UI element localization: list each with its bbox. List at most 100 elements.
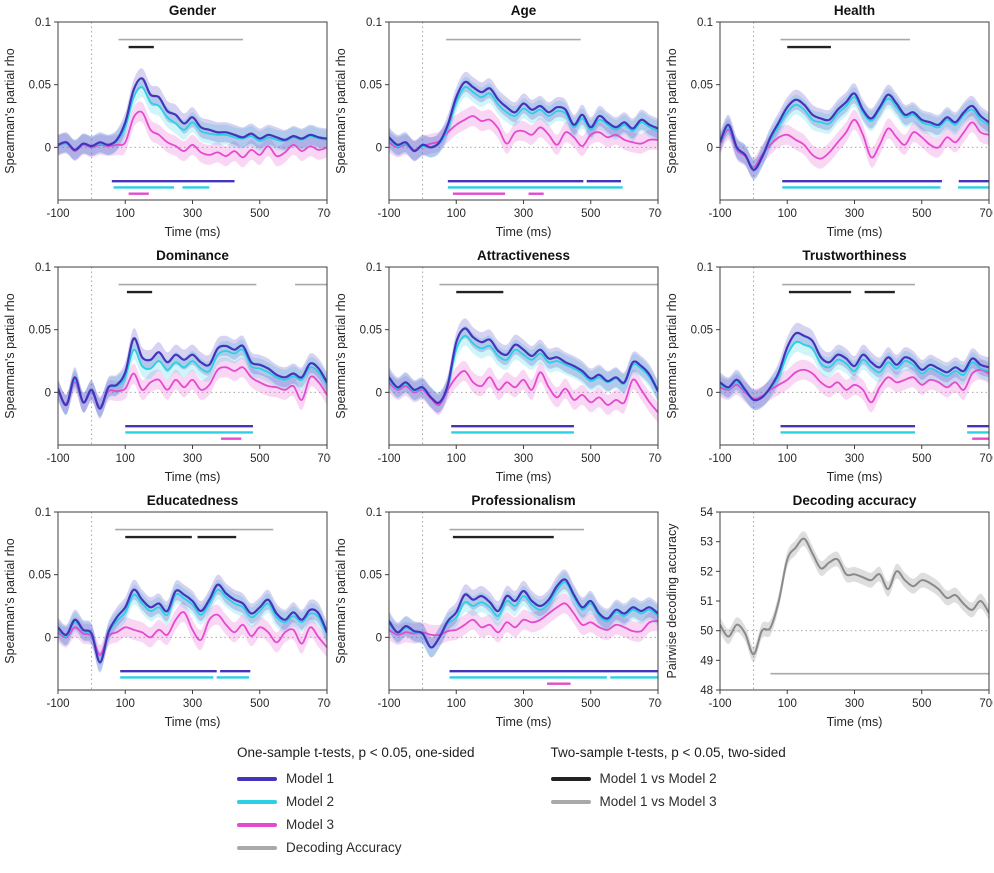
plot-area [389,318,658,423]
y-tick-label: 0.05 [29,325,51,337]
legend-two-sample-items: Model 1 vs Model 2 Model 1 vs Model 3 [550,767,786,813]
chart-svg-decoding-accuracy: -100 100 300 500 700 48 49 50 51 52 53 54 Decoding a… [665,493,994,729]
legend-label: Model 2 [286,794,335,809]
x-tick-label: 300 [514,208,533,220]
x-tick-label: -100 [46,208,69,220]
x-tick-label: 100 [447,698,466,710]
x-axis-label: Time (ms) [496,715,552,729]
x-tick-label: 500 [581,208,600,220]
x-tick-label: 500 [912,698,931,710]
plot-area [389,569,658,658]
line-model-1 [389,327,658,404]
x-axis-label: Time (ms) [827,470,883,484]
legend-item-model-2: Model 2 [237,790,475,813]
panel-attractiveness: -100 100 300 500 700 0 0.05 0.1 Attractiveness Ti… [331,245,668,490]
x-tick-label: -100 [46,453,69,465]
x-tick-label: 700 [979,698,993,710]
panel-title: Professionalism [471,493,575,508]
legend-item-model-1-vs-model-3: Model 1 vs Model 3 [550,790,786,813]
y-axis-label: Spearman's partial rho [665,293,679,418]
panel-title: Age [511,3,537,18]
chart-svg-age: -100 100 300 500 700 0 0.05 0.1 Age Time (ms) Spea… [334,3,668,239]
x-tick-label: 700 [648,208,662,220]
y-tick-label: 0.05 [29,570,51,582]
x-tick-label: 700 [317,698,331,710]
legend-swatch-model-1-vs-model-3 [550,799,591,804]
x-axis-label: Time (ms) [165,225,221,239]
x-tick-label: 100 [447,208,466,220]
x-axis-label: Time (ms) [827,225,883,239]
panel-title: Trustworthiness [802,248,906,263]
x-tick-label: 500 [250,453,269,465]
y-axis-label: Spearman's partial rho [334,48,348,173]
y-tick-label: 0 [376,142,382,154]
y-tick-label: 0.05 [691,325,713,337]
x-tick-label: 700 [317,208,331,220]
y-tick-label: 0.05 [29,80,51,92]
x-tick-label: 500 [581,698,600,710]
legend-swatch-model-3 [237,822,277,827]
band-model-3 [720,359,989,413]
legend-swatch-model-1-vs-model-2 [550,776,591,781]
line-model-3 [389,602,658,637]
x-tick-label: 500 [912,453,931,465]
chart-svg-health: -100 100 300 500 700 0 0.05 0.1 Health Time (ms) S… [665,3,994,239]
legend: One-sample t-tests, p < 0.05, one-sided … [237,745,994,859]
x-tick-label: 500 [250,208,269,220]
y-axis-label: Spearman's partial rho [3,538,17,663]
line-model-3 [58,110,327,159]
x-tick-label: 100 [116,453,135,465]
legend-item-model-1: Model 1 [237,767,475,790]
x-tick-label: -100 [377,698,400,710]
panel-health: -100 100 300 500 700 0 0.05 0.1 Health Time (ms) S… [662,0,994,245]
x-tick-label: 300 [845,208,864,220]
x-tick-label: 100 [778,698,797,710]
plot-area [58,574,327,673]
band-model-3 [58,101,327,168]
plot-area [720,83,989,180]
panel-age: -100 100 300 500 700 0 0.05 0.1 Age Time (ms) Spea… [331,0,668,245]
x-tick-label: -100 [708,453,731,465]
line-model-3 [389,115,658,151]
band-model-2 [58,579,327,672]
line-model-1 [58,583,327,664]
legend-label: Model 1 [286,771,335,786]
line-model-1 [58,77,327,151]
x-tick-label: -100 [46,698,69,710]
band-model-2 [58,339,327,418]
plot-area [720,322,989,413]
panel-title: Educatedness [147,493,239,508]
y-tick-label: 0.1 [366,507,382,519]
line-model-1 [389,578,658,649]
x-tick-label: 300 [183,698,202,710]
x-tick-label: 100 [116,698,135,710]
band-model-1 [389,71,658,162]
x-tick-label: 700 [648,698,662,710]
x-tick-label: 100 [778,208,797,220]
y-tick-label: 53 [700,537,713,549]
x-tick-label: -100 [377,453,400,465]
y-tick-label: 0.1 [697,17,713,29]
panel-professionalism: -100 100 300 500 700 0 0.05 0.1 Professionalism T… [331,490,668,735]
legend-item-decoding-accuracy: Decoding Accuracy [237,836,475,859]
panel-educatedness: -100 100 300 500 700 0 0.05 0.1 Educatedness Time… [0,490,337,735]
y-tick-label: 0.1 [697,262,713,274]
plot-area [389,71,658,162]
x-tick-label: -100 [708,208,731,220]
x-tick-label: 700 [979,208,993,220]
x-axis-label: Time (ms) [165,715,221,729]
legend-label: Model 1 vs Model 2 [599,771,717,786]
y-axis-label: Spearman's partial rho [3,48,17,173]
panel-title: Gender [169,3,217,18]
band-model-2 [389,571,658,658]
x-axis-label: Time (ms) [496,470,552,484]
band-model-2 [720,87,989,179]
band-model-1 [58,68,327,160]
y-tick-label: 0.1 [35,17,51,29]
band-model-3 [58,601,327,665]
legend-label: Decoding Accuracy [286,840,402,855]
band-model-3 [389,105,658,160]
panel-title: Dominance [156,248,229,263]
x-tick-label: 100 [778,453,797,465]
